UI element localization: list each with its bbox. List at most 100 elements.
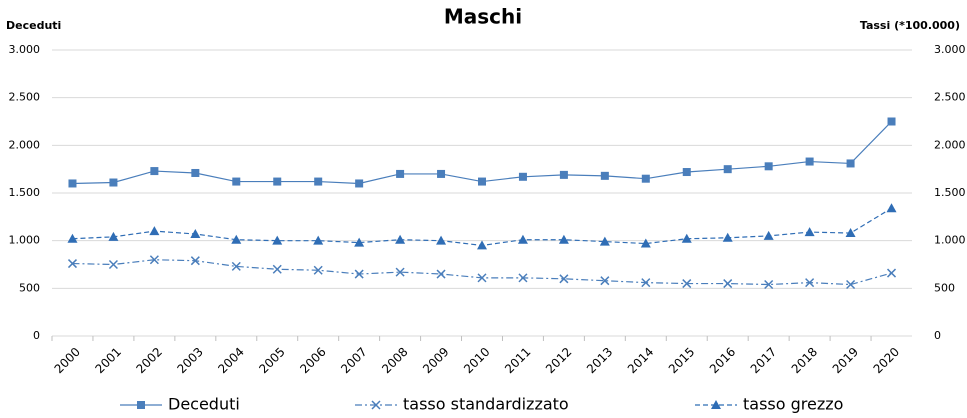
data-point [272,235,283,245]
data-point [108,259,118,270]
data-point [887,117,896,126]
data-point [190,256,200,266]
data-point [600,276,610,286]
y-tick-label: 1.500 [9,186,41,199]
data-point [477,273,487,283]
data-point [478,177,486,186]
y-tick-label: 500 [19,281,40,294]
data-point [108,231,119,241]
legend-label: Deceduti [168,395,240,414]
x-tick-label: 2011 [502,345,533,376]
legend-label: tasso grezzo [743,395,843,414]
data-point [437,169,446,178]
x-tick-label: 2010 [461,345,492,376]
legend-label: tasso standardizzato [403,395,569,414]
data-point [272,264,282,274]
legend-marker [137,401,145,409]
x-tick-label: 2017 [748,345,779,376]
x-tick-label: 2006 [297,345,328,376]
x-tick-label: 2020 [871,345,902,376]
x-tick-label: 2004 [215,345,246,376]
data-point [723,279,733,289]
x-tick-label: 2014 [625,345,656,376]
data-point [558,234,569,244]
y2-tick-label: 0 [934,329,941,342]
data-point [600,171,609,180]
data-point [67,233,78,243]
y-tick-label: 2.000 [9,138,41,151]
x-tick-label: 2005 [256,345,287,376]
data-point [886,203,897,213]
x-tick-label: 2002 [133,345,164,376]
data-point [846,279,856,290]
data-point [559,274,569,284]
data-point [67,259,78,269]
data-point [723,165,732,174]
data-point [436,269,446,279]
y2-tick-label: 3.000 [934,43,966,56]
x-tick-label: 2009 [420,345,451,376]
data-point [109,178,118,187]
data-point [640,238,651,248]
y-tick-label: 3.000 [9,43,41,56]
data-point [764,279,774,290]
data-point [313,265,323,275]
data-point [191,168,200,177]
data-point [805,157,814,166]
data-point [149,255,159,265]
x-tick-label: 2000 [52,345,83,376]
data-point [150,167,159,176]
data-point [149,226,160,236]
y-tick-label: 1.000 [9,234,41,247]
x-tick-label: 2008 [379,345,410,376]
legend-marker [371,400,381,410]
data-point [682,279,692,289]
data-point [559,170,568,179]
data-point [314,177,323,186]
data-point [273,177,282,186]
data-point [231,261,241,271]
data-point [232,177,241,186]
data-point [313,235,324,245]
y2-axis-label: Tassi (*100.000) [860,19,960,32]
data-point [599,236,610,246]
x-tick-label: 2018 [789,345,820,376]
y2-tick-label: 500 [934,281,955,294]
y2-tick-label: 1.500 [934,186,966,199]
y2-tick-label: 1.000 [934,234,966,247]
data-point [354,237,365,247]
x-tick-label: 2019 [830,345,861,376]
x-tick-label: 2003 [174,345,205,376]
data-point [805,278,815,288]
y2-tick-label: 2.000 [934,138,966,151]
data-point [190,228,201,238]
y-axis-label: Deceduti [6,19,61,32]
data-point [436,235,447,245]
data-point [517,234,528,244]
series-line [72,259,892,286]
x-tick-label: 2013 [584,345,615,376]
data-point [886,268,897,278]
data-point [682,168,691,177]
data-point [355,179,364,188]
data-point [395,234,406,244]
x-tick-label: 2016 [707,345,738,376]
data-point [68,179,77,188]
x-tick-label: 2012 [543,345,574,376]
data-point [641,174,650,183]
data-point [396,169,405,178]
data-point [231,234,242,244]
data-point [722,232,733,242]
data-point [845,228,856,238]
y2-tick-label: 2.500 [934,91,966,104]
data-point [804,227,815,237]
data-point [846,159,855,168]
x-tick-label: 2007 [338,345,369,376]
chart-title: Maschi [444,5,522,29]
x-tick-label: 2015 [666,345,697,376]
x-tick-label: 2001 [93,345,124,376]
data-point [641,278,651,288]
data-point [518,172,527,181]
legend-marker [711,400,721,409]
